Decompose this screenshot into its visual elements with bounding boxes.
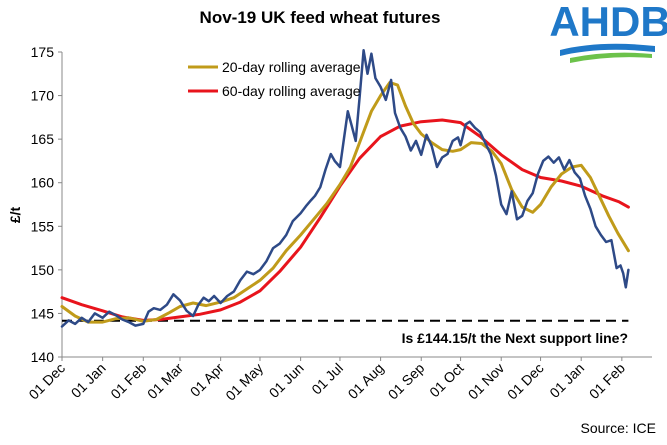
y-tick-label: 140 xyxy=(31,349,55,365)
y-tick-label: 175 xyxy=(31,44,55,60)
ahdb-logo: AHDB xyxy=(549,0,667,63)
logo-swoosh-2 xyxy=(570,52,652,63)
x-tick-label: 01 Apr xyxy=(187,360,227,400)
y-tick-label: 165 xyxy=(31,131,55,147)
x-tick-label: 01 Oct xyxy=(426,360,467,401)
y-axis-label: £/t xyxy=(7,206,23,223)
chart-title: Nov-19 UK feed wheat futures xyxy=(200,8,441,27)
y-tick-label: 155 xyxy=(31,218,55,234)
x-tick-label: 01 Feb xyxy=(107,360,149,402)
x-tick-label: 01 Aug xyxy=(345,360,387,402)
support-line-annotation: Is £144.15/t the Next support line? xyxy=(402,330,628,346)
logo-swoosh-1 xyxy=(560,43,655,56)
x-tick-label: 01 Jan xyxy=(68,360,109,401)
y-tick-label: 145 xyxy=(31,305,55,321)
x-tick-label: 01 May xyxy=(222,360,266,404)
x-tick-label: 01 Sep xyxy=(385,360,428,403)
x-tick-label: 01 Mar xyxy=(144,360,186,402)
x-tick-label: 01 Jul xyxy=(308,360,346,398)
x-tick-label: 01 Dec xyxy=(25,360,68,403)
series-line-20-day-rolling-average xyxy=(60,81,630,324)
series-line-60-day-rolling-average xyxy=(60,118,630,322)
x-tick-label: 01 Jan xyxy=(546,360,587,401)
x-tick-label: 01 Nov xyxy=(465,360,508,403)
ahdb-logo-text: AHDB xyxy=(549,0,667,45)
y-tick-label: 150 xyxy=(31,262,55,278)
series-line-nov-19-uk-feed-wheat-futures xyxy=(60,49,630,328)
x-tick-label: 01 Dec xyxy=(504,360,547,403)
x-tick-label: 01 Feb xyxy=(586,360,628,402)
y-tick-label: 170 xyxy=(31,88,55,104)
source-label: Source: ICE xyxy=(581,420,656,436)
legend-label: 20-day rolling average xyxy=(222,59,361,75)
legend-label: 60-day rolling average xyxy=(222,83,361,99)
x-tick-label: 01 Jun xyxy=(266,360,307,401)
y-tick-label: 160 xyxy=(31,175,55,191)
